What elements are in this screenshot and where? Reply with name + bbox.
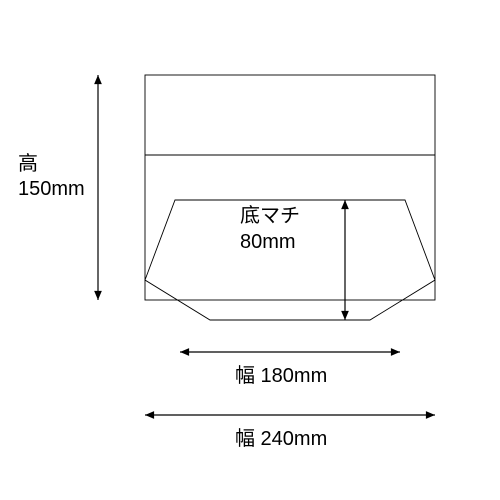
arrowhead — [341, 311, 349, 320]
gusset-label-1: 底マチ — [240, 204, 300, 227]
arrowhead — [145, 411, 154, 419]
arrowhead — [341, 200, 349, 209]
arrowhead — [391, 348, 400, 356]
arrowhead — [426, 411, 435, 419]
height-label-2: 150mm — [18, 178, 85, 200]
width-inner-label: 幅 180mm — [235, 364, 327, 387]
gusset-label-2: 80mm — [240, 231, 296, 253]
arrowhead — [94, 75, 102, 84]
arrowhead — [180, 348, 189, 356]
width-outer-label: 幅 240mm — [235, 427, 327, 450]
outer-rectangle — [145, 75, 435, 300]
arrowhead — [94, 291, 102, 300]
height-label-1: 高 — [18, 152, 38, 175]
